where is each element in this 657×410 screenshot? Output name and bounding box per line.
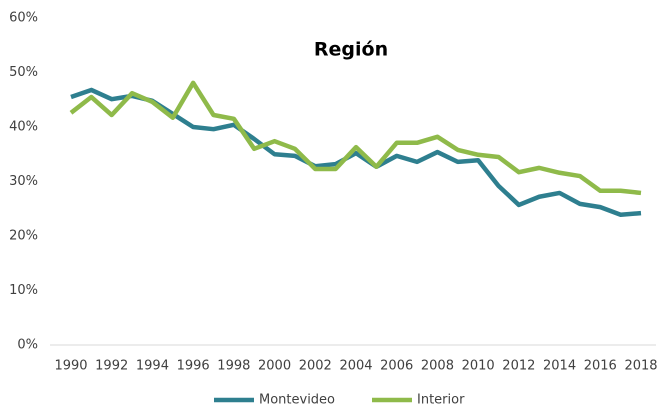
- series-line: [70, 87, 642, 217]
- legend-label: Interior: [417, 393, 465, 408]
- x-tick-label: 2014: [543, 359, 576, 374]
- x-tick-label: 1998: [217, 359, 250, 374]
- y-tick-label: 40%: [9, 120, 38, 135]
- y-tick-label: 60%: [9, 11, 38, 26]
- x-tick-label: 1996: [177, 359, 210, 374]
- x-tick-label: 2004: [339, 359, 372, 374]
- x-tick-label: 2016: [584, 359, 617, 374]
- chart-title: Región: [314, 39, 388, 61]
- y-tick-label: 0%: [17, 338, 38, 353]
- x-tick-label: 1992: [95, 359, 128, 374]
- x-tick-label: 2002: [299, 359, 332, 374]
- x-tick-label: 2000: [258, 359, 291, 374]
- x-tick-label: 1990: [54, 359, 87, 374]
- y-tick-label: 10%: [9, 283, 38, 298]
- x-tick-label: 2006: [380, 359, 413, 374]
- x-tick-label: 2018: [624, 359, 657, 374]
- x-tick-label: 2010: [462, 359, 495, 374]
- x-tick-label: 2008: [421, 359, 454, 374]
- y-tick-label: 20%: [9, 229, 38, 244]
- y-tick-label: 30%: [9, 174, 38, 189]
- x-tick-label: 1994: [136, 359, 169, 374]
- series-line: [69, 80, 642, 196]
- x-tick-label: 2012: [502, 359, 535, 374]
- legend-label: Montevideo: [259, 393, 335, 408]
- y-tick-label: 50%: [9, 65, 38, 80]
